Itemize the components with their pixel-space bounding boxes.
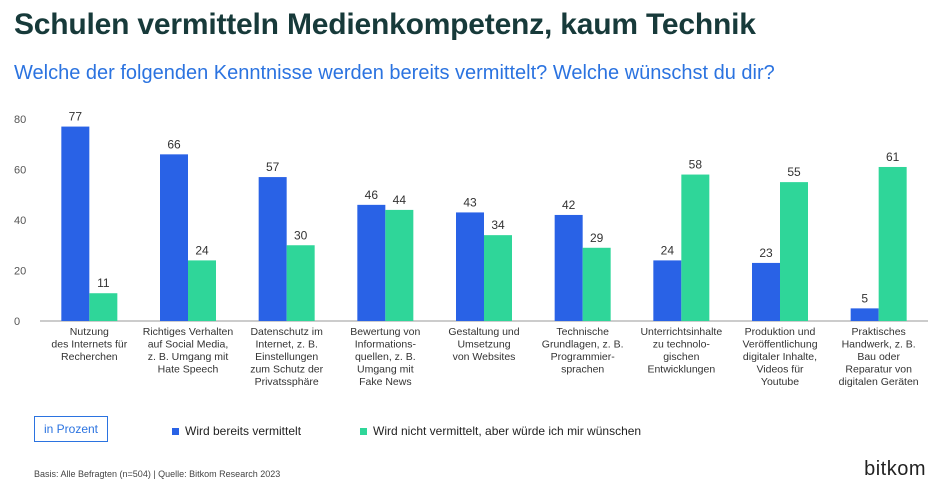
bar-series-1: [653, 260, 682, 321]
chart-subtitle: Welche der folgenden Kenntnisse werden b…: [14, 62, 775, 84]
data-label-series-1: 23: [759, 246, 773, 260]
data-label-series-1: 66: [167, 137, 181, 151]
legend-label-series-1: Wird bereits vermittelt: [185, 424, 302, 438]
data-label-series-2: 30: [294, 228, 308, 242]
data-label-series-2: 55: [787, 165, 801, 179]
legend-item-series-1: Wird bereits vermittelt: [172, 424, 301, 438]
data-label-series-2: 58: [689, 158, 703, 172]
x-tick-label: Bewertung von Informations-quellen, z. B.…: [350, 326, 420, 388]
data-label-series-2: 29: [590, 231, 604, 245]
bar-series-1: [456, 212, 484, 321]
bar-series-1: [850, 308, 879, 321]
data-label-series-2: 44: [393, 193, 407, 207]
data-label-series-2: 11: [97, 276, 110, 290]
legend-swatch-series-1: [172, 427, 179, 435]
data-label-series-1: 24: [661, 243, 675, 257]
bar-series-1: [258, 177, 287, 321]
y-tick-label: 40: [14, 215, 26, 227]
bar-series-2: [681, 174, 710, 321]
bar-series-2: [484, 235, 512, 321]
data-label-series-1: 57: [266, 160, 280, 174]
bar-series-2: [780, 182, 808, 321]
bar-chart: 0 20 40 60 80 77 11 Nutzung des Internets für Rec…: [14, 110, 928, 388]
legend-item-series-2: Wird nicht vermittelt, aber würde ich mi…: [360, 424, 641, 438]
data-label-series-2: 24: [195, 243, 209, 257]
source-note: Basis: Alle Befragten (n=504) | Quelle: …: [34, 469, 281, 479]
x-tick-label: Richtiges Verhalten auf Social Media, z. B…: [143, 326, 234, 376]
legend-swatch-series-2: [360, 427, 367, 435]
bar-series-2: [582, 247, 611, 321]
x-tick-label: Gestaltung und Umsetzung von Websites: [448, 326, 519, 363]
data-label-series-1: 77: [69, 110, 83, 124]
y-tick-label: 80: [14, 114, 26, 126]
x-tick-label: Produktion und Veröffentlichung digitaler …: [742, 326, 817, 388]
x-tick-label: Unterrichtsinhalte zu technolo-gischen Ent…: [640, 326, 722, 376]
y-tick-label: 60: [14, 165, 26, 177]
x-tick-label: Praktisches Handwerk, z. B. Bau oder Repara…: [839, 326, 919, 388]
data-label-series-1: 46: [365, 188, 379, 202]
bar-series-2: [89, 293, 118, 321]
bar-series-1: [160, 154, 188, 321]
data-label-series-2: 61: [886, 150, 900, 164]
data-label-series-1: 5: [861, 291, 868, 305]
x-tick-label: Datenschutz im Internet, z. B. Einstellung…: [250, 326, 323, 388]
bar-series-1: [554, 214, 583, 321]
legend-label-series-2: Wird nicht vermittelt, aber würde ich mi…: [373, 424, 642, 438]
bar-series-2: [385, 209, 414, 321]
bar-series-2: [878, 166, 907, 321]
unit-label: in Prozent: [34, 416, 108, 442]
bar-series-1: [357, 204, 386, 321]
data-label-series-2: 34: [491, 218, 505, 232]
y-tick-label: 0: [14, 316, 20, 328]
bar-series-1: [752, 262, 780, 321]
data-label-series-1: 42: [562, 198, 576, 212]
y-tick-label: 20: [14, 266, 26, 278]
bitkom-logo: bitkom: [864, 458, 926, 480]
x-tick-label: Technische Grundlagen, z. B. Programmier-s…: [542, 326, 624, 376]
bar-series-2: [188, 260, 216, 321]
x-tick-label: Nutzung des Internets für Recherchen: [51, 326, 127, 363]
data-label-series-1: 43: [463, 195, 477, 209]
bar-series-1: [61, 126, 90, 321]
page-title: Schulen vermitteln Medienkompetenz, kaum…: [14, 8, 756, 41]
bar-series-2: [286, 245, 315, 321]
